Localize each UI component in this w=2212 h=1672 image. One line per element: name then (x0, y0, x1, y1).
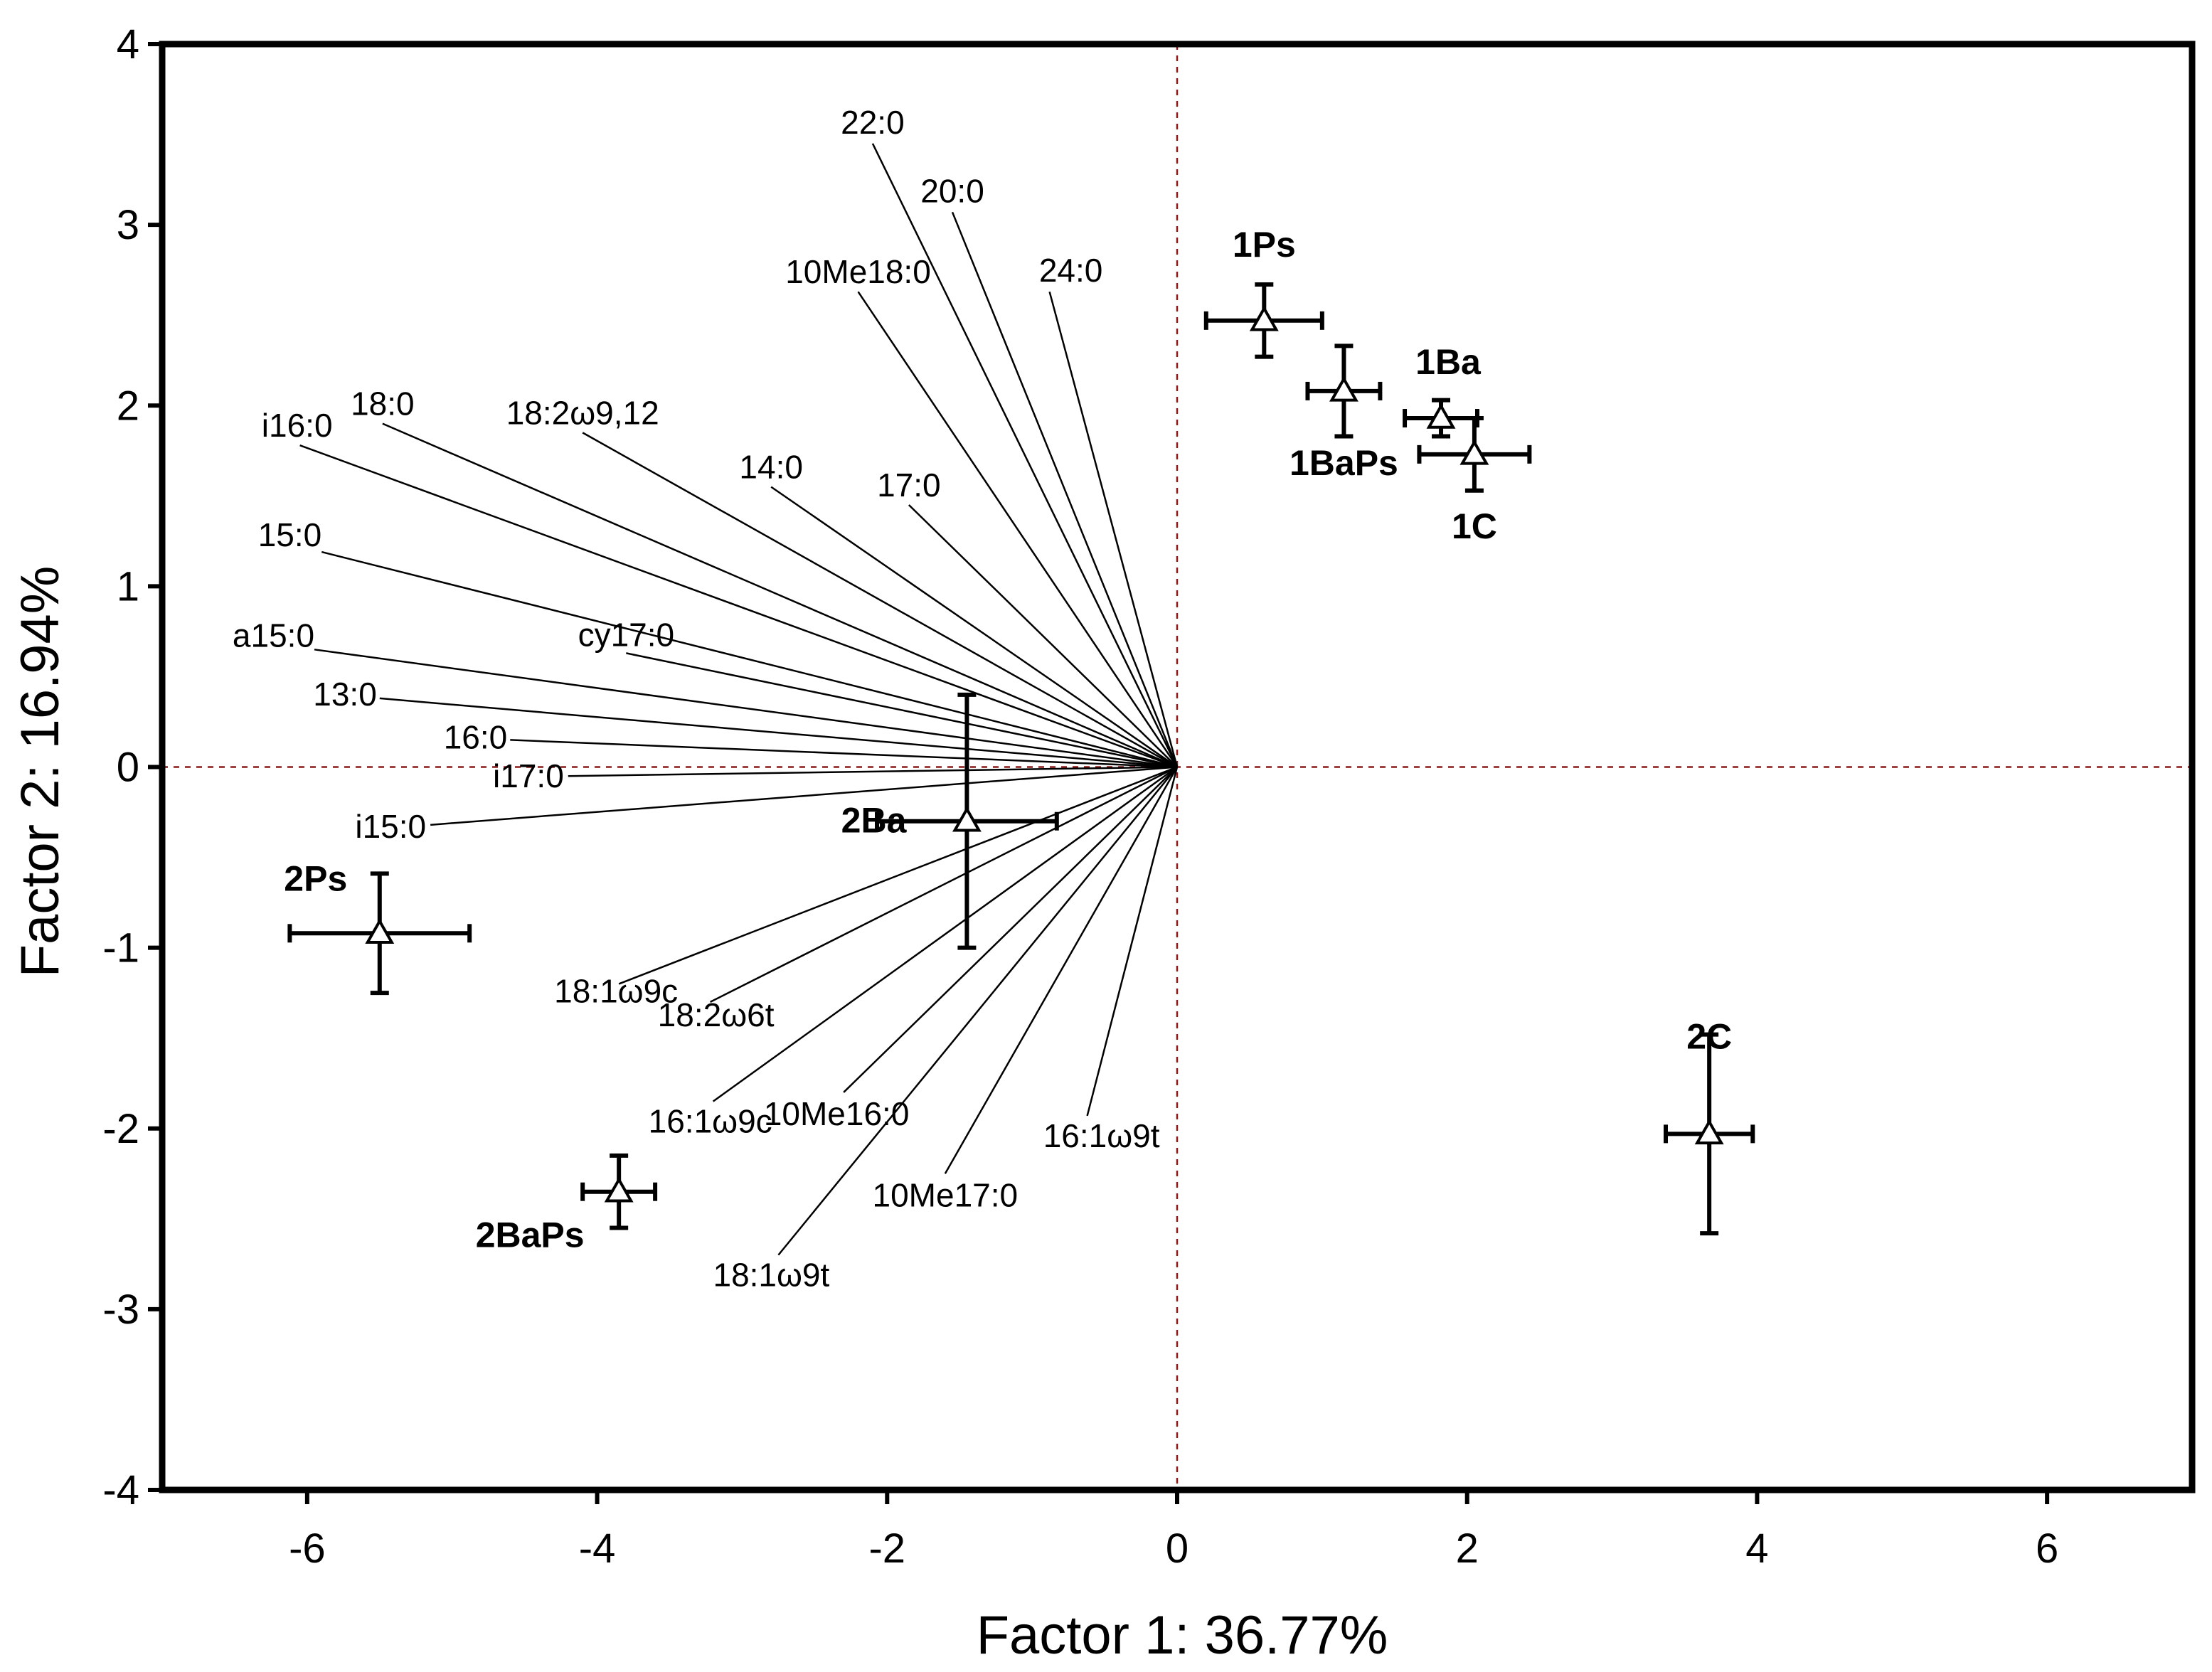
group-marker-triangle (1459, 439, 1489, 465)
vector-line (314, 649, 1178, 768)
vector-line (430, 766, 1178, 826)
vector-line (710, 766, 1178, 1003)
vector-label: 17:0 (877, 467, 941, 504)
axes: -6 -4 -2 0 2 4 6 -4 -3 -2 -1 0 1 2 3 4 (102, 21, 2196, 1572)
y-tick-label: 0 (117, 745, 139, 791)
x-tick-label: -2 (868, 1525, 905, 1572)
vector-line (582, 432, 1178, 768)
x-tick-label: 2 (1456, 1525, 1479, 1572)
loading-vectors: 22:0 20:0 10Me18:0 24:0 i16:0 18:0 18:2ω9,12 14… (233, 104, 1179, 1294)
group-marker-triangle (604, 1176, 634, 1203)
y-tick-label: -1 (102, 925, 139, 971)
vector-label: 24:0 (1039, 252, 1103, 289)
y-tick-label: -3 (102, 1287, 139, 1333)
vector-label: i15:0 (355, 808, 426, 845)
vector-label: 18:2ω9,12 (506, 394, 659, 431)
group-label: 1BaPs (1290, 443, 1398, 483)
vector-line (299, 444, 1178, 768)
vector-line (382, 422, 1178, 768)
vector-label: 10Me16:0 (764, 1095, 910, 1132)
vector-label: i16:0 (262, 407, 333, 444)
vector-line (618, 766, 1178, 985)
vector-label: 16:0 (444, 718, 508, 755)
group-label: 2C (1686, 1016, 1732, 1056)
group-marker-triangle (365, 918, 395, 944)
vector-label: 10Me17:0 (873, 1176, 1019, 1213)
vector-label: 14:0 (739, 449, 803, 486)
vector-line (321, 550, 1178, 768)
y-tick-label: 4 (117, 21, 139, 68)
vector-label: 18:1ω9c (554, 972, 678, 1009)
vector-label: cy17:0 (578, 616, 675, 653)
y-axis-title: Factor 2: 16.94% (10, 566, 70, 978)
vector-line (770, 486, 1178, 768)
group-label: 1Ps (1233, 225, 1296, 265)
group-label: 2Ba (841, 801, 908, 841)
x-tick-label: 6 (2036, 1525, 2058, 1572)
vector-label: 16:1ω9t (1043, 1117, 1160, 1154)
group-marker-triangle (952, 806, 982, 832)
group-marker-triangle (1694, 1119, 1724, 1145)
group-label: 1C (1452, 506, 1497, 546)
vector-line (857, 291, 1179, 768)
vector-line (871, 143, 1179, 768)
x-tick-label: -4 (579, 1525, 616, 1572)
vector-line (951, 211, 1179, 767)
vector-line (568, 766, 1178, 777)
vector-line (379, 697, 1178, 768)
vector-line (626, 652, 1178, 768)
x-tick-label: 0 (1166, 1525, 1189, 1572)
vector-label: 15:0 (258, 516, 322, 553)
group-marker-triangle (1426, 403, 1456, 429)
vector-label: i17:0 (493, 757, 564, 794)
vector-label: 13:0 (313, 676, 377, 713)
group-marker-triangle (1249, 305, 1279, 331)
y-tick-label: -4 (102, 1467, 139, 1513)
group-points: 1Ps 1BaPs 1Ba 1C 2Ba 2Ps 2BaPs 2C (284, 225, 1755, 1255)
group-label: 2Ps (284, 858, 347, 898)
vector-line (944, 766, 1179, 1174)
y-tick-label: 2 (117, 383, 139, 429)
vector-label: 20:0 (920, 172, 984, 209)
group-marker-triangle (1329, 376, 1358, 402)
vector-label: 18:0 (351, 385, 415, 422)
x-axis-title: Factor 1: 36.77% (977, 1605, 1388, 1666)
vector-label: 22:0 (841, 104, 905, 141)
x-tick-label: -6 (289, 1525, 326, 1572)
y-tick-label: 3 (117, 202, 139, 248)
vector-label: 18:1ω9t (713, 1257, 829, 1294)
vector-line (1048, 291, 1179, 767)
group-label: 2BaPs (476, 1215, 585, 1255)
vector-line (843, 766, 1178, 1093)
vector-label: a15:0 (233, 617, 314, 654)
vector-line (777, 766, 1178, 1256)
vector-label: 10Me18:0 (785, 253, 931, 290)
group-label: 1Ba (1415, 342, 1482, 382)
vector-line (510, 739, 1178, 768)
x-tick-label: 4 (1745, 1525, 1768, 1572)
vector-line (712, 766, 1178, 1102)
y-tick-label: -2 (102, 1106, 139, 1152)
vector-line (908, 504, 1178, 768)
y-tick-label: 1 (117, 563, 139, 609)
vector-label: 16:1ω9c (649, 1103, 772, 1140)
vector-label: 18:2ω6t (658, 996, 775, 1033)
vector-line (1086, 767, 1179, 1117)
